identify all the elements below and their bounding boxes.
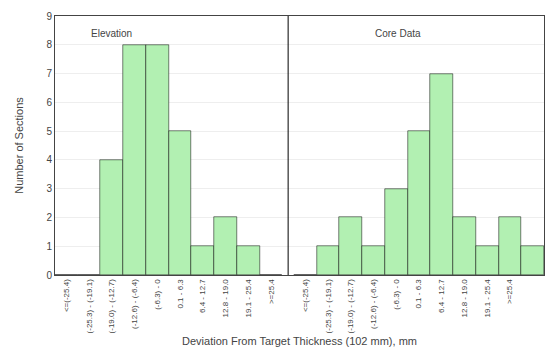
- svg-text:Number of Sections: Number of Sections: [13, 97, 25, 194]
- svg-text:(-19.0) - (-12.7): (-19.0) - (-12.7): [346, 279, 355, 334]
- svg-text:2: 2: [46, 212, 52, 223]
- svg-text:(-25.3) - (-19.1): (-25.3) - (-19.1): [85, 279, 94, 334]
- svg-text:(-25.3) - (-19.1): (-25.3) - (-19.1): [324, 279, 333, 334]
- svg-text:8: 8: [46, 39, 52, 50]
- svg-text:>=25.4: >=25.4: [505, 279, 514, 304]
- svg-text:6: 6: [46, 97, 52, 108]
- svg-text:(-6.3) - 0: (-6.3) - 0: [153, 279, 162, 310]
- svg-text:19.1 - 25.4: 19.1 - 25.4: [483, 279, 492, 318]
- svg-text:5: 5: [46, 126, 52, 137]
- svg-text:12.8 - 19.0: 12.8 - 19.0: [460, 279, 469, 318]
- svg-text:7: 7: [46, 68, 52, 79]
- svg-text:9: 9: [46, 11, 52, 22]
- svg-text:Deviation From Target Thicknes: Deviation From Target Thickness (102 mm)…: [182, 335, 417, 347]
- svg-text:19.1 - 25.4: 19.1 - 25.4: [244, 279, 253, 318]
- svg-text:(-6.3) - 0: (-6.3) - 0: [392, 279, 401, 310]
- svg-text:6.4 - 12.7: 6.4 - 12.7: [437, 279, 446, 313]
- svg-text:4: 4: [46, 154, 52, 165]
- svg-text:Core Data: Core Data: [375, 28, 421, 39]
- svg-text:<=(-25.4): <=(-25.4): [301, 279, 310, 312]
- svg-text:0: 0: [46, 270, 52, 281]
- svg-text:3: 3: [46, 183, 52, 194]
- svg-text:(-12.6) - (-6.4): (-12.6) - (-6.4): [369, 279, 378, 329]
- svg-text:>=25.4: >=25.4: [267, 279, 276, 304]
- svg-text:Elevation: Elevation: [91, 28, 132, 39]
- svg-text:6.4 - 12.7: 6.4 - 12.7: [198, 279, 207, 313]
- svg-text:(-12.6) - (-6.4): (-12.6) - (-6.4): [130, 279, 139, 329]
- svg-text:(-19.0) - (-12.7): (-19.0) - (-12.7): [107, 279, 116, 334]
- svg-text:12.8 - 19.0: 12.8 - 19.0: [221, 279, 230, 318]
- svg-text:1: 1: [46, 241, 52, 252]
- svg-text:<=(-25.4): <=(-25.4): [62, 279, 71, 312]
- svg-text:0.1 - 6.3: 0.1 - 6.3: [415, 279, 424, 309]
- svg-text:0.1 - 6.3: 0.1 - 6.3: [176, 279, 185, 309]
